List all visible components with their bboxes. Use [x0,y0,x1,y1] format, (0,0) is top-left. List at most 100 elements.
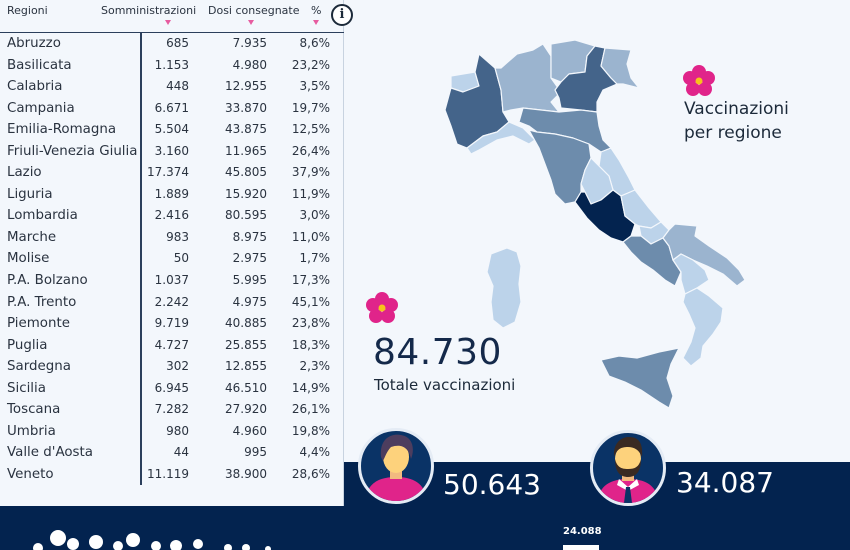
somministrazioni-value: 17.374 [147,165,189,180]
percent-value: 28,6% [291,466,330,481]
female-avatar [358,428,434,504]
dosi-value: 33.870 [225,100,267,115]
age-chart-band [0,506,850,550]
table-row[interactable]: Puglia 4.727 25.855 18,3% [0,335,344,357]
table-row[interactable]: Marche 983 8.975 11,0% [0,227,344,249]
region-name: Emilia-Romagna [7,122,117,138]
table-row[interactable]: Emilia-Romagna 5.504 43.875 12,5% [0,119,344,141]
somministrazioni-value: 9.719 [154,316,189,331]
dosi-value: 80.595 [225,208,267,223]
percent-value: 3,5% [299,79,331,94]
region-name: P.A. Bolzano [7,273,88,289]
info-icon[interactable]: i [331,4,353,26]
dosi-value: 4.960 [232,423,267,438]
table-row[interactable]: Liguria 1.889 15.920 11,9% [0,184,344,206]
somministrazioni-value: 685 [166,36,189,50]
somministrazioni-value: 448 [166,79,189,94]
header-somministrazioni[interactable]: Somministrazioni [101,4,196,25]
table-row[interactable]: P.A. Bolzano 1.037 5.995 17,3% [0,270,344,292]
somministrazioni-value: 4.727 [154,337,189,352]
dosi-value: 12.955 [225,79,267,94]
percent-value: 11,0% [291,229,330,244]
header-dosi-consegnate[interactable]: Dosi consegnate [208,4,300,25]
dosi-value: 15.920 [225,186,267,201]
total-vaccinations-label: Totale vaccinazioni [374,376,516,394]
dosi-value: 7.935 [232,36,267,50]
table-row[interactable]: Abruzzo 685 7.935 8,6% [0,33,344,55]
region-name: Sicilia [7,380,46,396]
table-row[interactable]: Lombardia 2.416 80.595 3,0% [0,205,344,227]
percent-value: 23,8% [291,316,330,331]
region-lombardia[interactable] [494,43,562,113]
sort-arrow-icon[interactable] [248,20,254,25]
sort-arrow-icon[interactable] [313,20,319,25]
region-name: Molise [7,251,50,267]
somministrazioni-value: 1.037 [154,273,189,288]
table-row[interactable]: Umbria 980 4.960 19,8% [0,421,344,443]
table-header: Regioni Somministrazioni Dosi consegnate… [0,0,344,33]
table-row[interactable]: Basilicata 1.153 4.980 23,2% [0,55,344,77]
dosi-value: 46.510 [225,380,267,395]
region-calabria[interactable] [682,287,724,367]
table-row[interactable]: Toscana 7.282 27.920 26,1% [0,399,344,421]
region-sicilia[interactable] [600,347,680,409]
table-row[interactable]: Campania 6.671 33.870 19,7% [0,98,344,120]
region-name: Sardegna [7,359,71,375]
dosi-value: 995 [244,445,267,460]
somministrazioni-value: 2.242 [154,294,189,309]
percent-value: 1,7% [299,251,331,266]
somministrazioni-value: 2.416 [154,208,189,223]
percent-value: 14,9% [291,380,330,395]
percent-value: 19,7% [291,100,330,115]
region-liguria[interactable] [466,121,536,155]
table-row[interactable]: Lazio 17.374 45.805 37,9% [0,162,344,184]
dosi-value: 11.965 [225,143,267,158]
table-row[interactable]: Sicilia 6.945 46.510 14,9% [0,378,344,400]
region-name: Basilicata [7,57,72,73]
region-name: Campania [7,100,75,116]
table-row[interactable]: P.A. Trento 2.242 4.975 45,1% [0,292,344,314]
somministrazioni-value: 7.282 [154,402,189,417]
region-name: Calabria [7,79,63,95]
percent-value: 19,8% [291,423,330,438]
header-regioni[interactable]: Regioni [7,4,48,17]
dosi-value: 45.805 [225,165,267,180]
age-bar[interactable] [563,545,599,550]
vaccination-table: Regioni Somministrazioni Dosi consegnate… [0,0,344,506]
region-toscana[interactable] [528,129,592,205]
region-friuli-venezia-giulia[interactable] [600,47,640,89]
region-name: Umbria [7,423,56,439]
percent-value: 26,1% [291,402,330,417]
region-name: P.A. Trento [7,294,77,310]
header-percentuale[interactable]: % [311,4,321,25]
table-row[interactable]: Valle d'Aosta 44 995 4,4% [0,442,344,464]
female-count: 50.643 [443,468,541,501]
region-name: Friuli-Venezia Giulia [7,143,138,159]
somministrazioni-value: 3.160 [154,143,189,158]
table-row[interactable]: Molise 50 2.975 1,7% [0,248,344,270]
somministrazioni-value: 50 [173,251,189,266]
male-icon [597,437,659,503]
table-row[interactable]: Sardegna 302 12.855 2,3% [0,356,344,378]
region-basilicata[interactable] [672,253,710,295]
region-name: Liguria [7,186,53,202]
somministrazioni-value: 1.153 [154,57,189,72]
dosi-value: 25.855 [225,337,267,352]
somministrazioni-value: 1.889 [154,186,189,201]
sort-arrow-icon[interactable] [165,20,171,25]
region-sardegna[interactable] [486,247,522,329]
table-row[interactable]: Piemonte 9.719 40.885 23,8% [0,313,344,335]
italy-map [444,40,745,409]
table-row[interactable]: Calabria 448 12.955 3,5% [0,76,344,98]
male-count: 34.087 [676,466,774,499]
percent-value: 2,3% [299,359,331,374]
table-row[interactable]: Friuli-Venezia Giulia 3.160 11.965 26,4% [0,141,344,163]
region-name: Valle d'Aosta [7,445,93,461]
table-row[interactable]: Veneto 11.119 38.900 28,6% [0,464,344,486]
map-title: Vaccinazioni per regione [684,99,789,143]
dosi-value: 5.995 [232,273,267,288]
region-name: Puglia [7,337,48,353]
region-name: Lazio [7,165,42,181]
percent-value: 26,4% [291,143,330,158]
somministrazioni-value: 5.504 [154,122,189,137]
